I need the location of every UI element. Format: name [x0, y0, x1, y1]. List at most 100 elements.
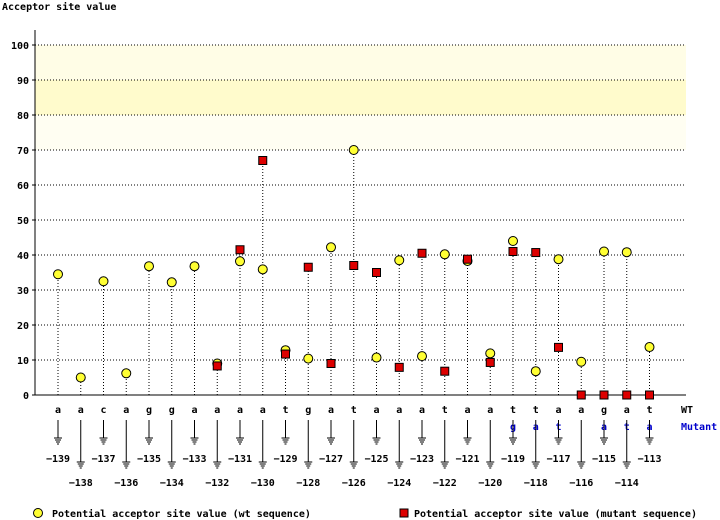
mutant-point--129 — [281, 349, 290, 359]
wt-base--130: a — [260, 405, 266, 416]
wt-point--133 — [189, 261, 200, 272]
position-label--133: −133 — [182, 454, 206, 465]
legend: Potential acceptor site value (wt sequen… — [33, 508, 697, 520]
wt-point--124 — [394, 255, 405, 266]
wt-base--120: a — [487, 405, 493, 416]
y-tick-label-70: 70 — [17, 146, 29, 157]
y-tick-label-30: 30 — [17, 286, 29, 297]
wt-base--127: a — [328, 405, 334, 416]
wt-point--119 — [508, 236, 518, 246]
wt-base--135: g — [146, 405, 152, 416]
wt-point--131 — [235, 256, 245, 267]
wt-base--137: c — [100, 405, 106, 416]
wt-point--120 — [485, 348, 496, 359]
position-label--134: −134 — [160, 478, 184, 489]
y-tick-label-10: 10 — [17, 356, 29, 367]
position-label--119: −119 — [501, 454, 525, 465]
position-label--125: −125 — [364, 454, 388, 465]
wt-point--114 — [621, 247, 632, 258]
mutant-point--127 — [326, 359, 336, 368]
wt-base--125: a — [373, 405, 379, 416]
wt-base--122: t — [442, 405, 448, 416]
position-labels: −139 −138 −137 −136 −135 −134 −133 −132 −131 −130… — [46, 420, 662, 489]
wt-point--115 — [599, 246, 609, 257]
wt-point--128 — [303, 353, 314, 364]
legend-mutant-marker — [399, 508, 409, 518]
y-tick-label-0: 0 — [23, 391, 29, 402]
mutant-series — [212, 156, 654, 400]
y-tick-label-50: 50 — [17, 216, 29, 227]
wt-point--125 — [371, 352, 382, 363]
wt-point--117 — [553, 254, 564, 265]
wt-point--113 — [644, 342, 655, 353]
legend-wt-marker — [33, 508, 43, 518]
position-label--129: −129 — [273, 454, 297, 465]
wt-base--121: a — [464, 405, 470, 416]
position-label--116: −116 — [569, 478, 593, 489]
mutant-point--123 — [417, 248, 427, 258]
wt-base--131: a — [237, 405, 243, 416]
wt-point--135 — [144, 261, 154, 272]
position-label--139: −139 — [46, 454, 70, 465]
y-ticks: 0 10 20 30 40 50 60 70 80 90 100 — [11, 41, 35, 402]
position-label--123: −123 — [410, 454, 434, 465]
mutant-point--116 — [576, 390, 586, 400]
highlight-band-0 — [35, 80, 686, 115]
wt-point--136 — [121, 368, 132, 379]
y-tick-label-90: 90 — [17, 76, 29, 87]
mutant-point--128 — [303, 262, 313, 272]
mutant-point--119 — [508, 247, 518, 256]
position-label--114: −114 — [615, 478, 639, 489]
y-tick-label-20: 20 — [17, 321, 29, 332]
wt-base--118: t — [533, 405, 539, 416]
position-label--128: −128 — [296, 478, 320, 489]
wt-row-label: WT — [681, 405, 693, 416]
wt-point--130 — [257, 264, 268, 275]
stems — [57, 150, 650, 395]
highlight-band-1 — [35, 45, 686, 80]
wt-base--134: g — [169, 405, 175, 416]
mutant-point--121 — [463, 254, 472, 264]
position-label--122: −122 — [433, 478, 457, 489]
y-axis-title: Acceptor site value — [2, 1, 116, 13]
legend-mutant-label: Potential acceptor site value (mutant se… — [414, 508, 697, 520]
position-label--124: −124 — [387, 478, 411, 489]
wt-base--129: t — [282, 405, 288, 416]
gridlines — [35, 44, 686, 361]
wt-base--114: a — [624, 405, 630, 416]
position-label--120: −120 — [478, 478, 502, 489]
position-label--127: −127 — [319, 454, 343, 465]
wt-point--118 — [530, 366, 541, 377]
mutant-point--132 — [212, 361, 222, 371]
wt-base--117: a — [555, 405, 561, 416]
wt-point--122 — [439, 249, 450, 260]
mutant-row-label: Mutant — [681, 422, 717, 433]
wt-base--126: t — [351, 405, 357, 416]
mutant-point--130 — [258, 156, 268, 165]
mutant-point--117 — [554, 342, 563, 352]
mutant-point--113 — [645, 390, 654, 400]
position-label--126: −126 — [342, 478, 366, 489]
wt-point--123 — [417, 351, 427, 362]
position-label--118: −118 — [524, 478, 548, 489]
wt-point--127 — [326, 242, 336, 253]
y-tick-label-100: 100 — [11, 41, 29, 52]
position-label--136: −136 — [114, 478, 138, 489]
mutant-point--120 — [485, 357, 495, 367]
wt-point--134 — [166, 277, 177, 288]
wt-base--132: a — [214, 405, 220, 416]
legend-wt-label: Potential acceptor site value (wt sequen… — [52, 508, 311, 520]
wt-point--126 — [348, 145, 359, 155]
mutant-point--125 — [372, 268, 381, 277]
wt-point--138 — [75, 372, 86, 383]
mutant-point--114 — [622, 390, 632, 400]
mutant-point--131 — [235, 245, 245, 255]
wt-point--139 — [53, 269, 63, 280]
wt-base--116: a — [578, 405, 584, 416]
position-label--130: −130 — [251, 478, 275, 489]
wt-base--115: g — [601, 405, 607, 416]
y-tick-label-40: 40 — [17, 251, 29, 262]
wt-base--113: t — [646, 405, 652, 416]
highlight-bands — [35, 45, 686, 150]
